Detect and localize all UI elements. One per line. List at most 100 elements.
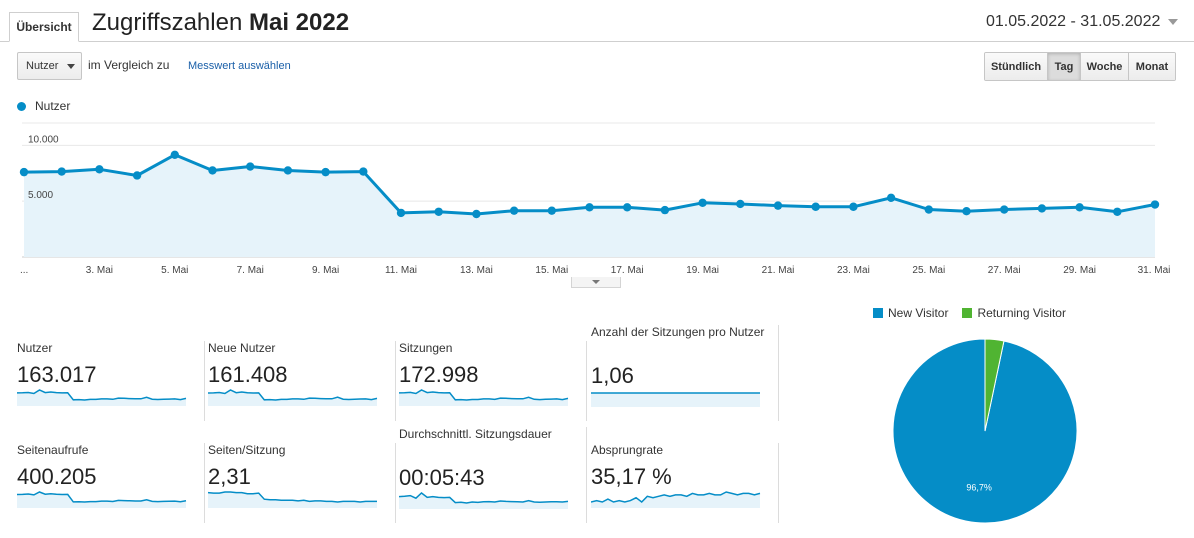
data-point[interactable] [547,206,556,215]
data-point[interactable] [246,162,255,171]
metric-card[interactable]: Seitenaufrufe 400.205 [17,443,205,523]
card-divider [586,427,587,523]
tab-ubersicht[interactable]: Übersicht [9,12,79,42]
metric-sparkline [17,491,187,508]
sparkline-area [591,492,760,508]
data-point[interactable] [321,167,330,177]
metric-sparkline [399,492,569,509]
x-tick-label: 23. Mai [837,265,870,276]
pie-legend-item-returning: Returning Visitor [962,306,1066,320]
data-point[interactable] [585,203,594,212]
chart-legend: Nutzer [17,99,70,113]
card-divider [395,443,396,523]
metric-card[interactable]: Nutzer 163.017 [17,341,205,421]
date-range-picker[interactable]: 01.05.2022 - 31.05.2022 [986,13,1179,31]
metric-sparkline [591,392,760,407]
data-point[interactable] [1000,205,1009,214]
metric-label: Sitzungen [399,341,453,355]
data-point[interactable] [962,207,971,216]
metric-sparkline [591,491,761,508]
compare-label: im Vergleich zu [88,58,170,72]
legend-swatch [17,101,26,111]
data-point[interactable] [1150,200,1160,209]
sparkline-area [591,393,760,407]
chart-collapse-handle[interactable] [571,277,621,288]
x-tick-label: 5. Mai [161,265,188,276]
metric-value: 00:05:43 [399,465,485,490]
metric-card[interactable]: Sitzungen 172.998 [399,341,587,421]
data-point[interactable] [509,206,519,215]
legend-swatch [873,308,883,318]
x-tick-label: 21. Mai [762,265,795,276]
visitor-type-pie-chart: 96,7% [892,338,1078,524]
data-point[interactable] [19,167,29,177]
metric-card[interactable]: Absprungrate 35,17 % [591,443,779,523]
data-point[interactable] [132,171,142,180]
pie-legend-label: New Visitor [888,306,949,320]
x-tick-label: 3. Mai [86,265,113,276]
sparkline-line [208,389,378,401]
granularity-toggle: Stündlich Tag Woche Monat [984,52,1176,81]
data-point[interactable] [886,193,896,203]
sparkline-line [591,491,761,503]
data-point[interactable] [849,202,858,211]
data-point[interactable] [359,167,368,176]
pie-slice-returning-visitor[interactable] [984,338,1005,432]
metric-card[interactable]: Durchschnittl. Sitzungsdauer 00:05:43 [399,427,587,523]
data-point[interactable] [811,202,820,211]
metric-select[interactable]: Nutzer [17,52,82,80]
data-point[interactable] [623,203,632,212]
data-point[interactable] [1075,203,1084,212]
metric-card[interactable]: Anzahl der Sitzungen pro Nutzer 1,06 [591,325,779,421]
metric-value: 400.205 [17,464,97,489]
data-point[interactable] [283,166,293,175]
sparkline-line [208,491,377,503]
data-point[interactable] [170,150,179,160]
granularity-month-button[interactable]: Monat [1129,53,1175,80]
card-divider [586,341,587,421]
series-area [24,154,1155,257]
sparkline-line [399,389,569,401]
sparkline-line [17,389,187,401]
x-tick-label: 25. Mai [912,265,945,276]
data-point[interactable] [434,207,443,216]
data-point[interactable] [57,167,66,176]
chevron-down-icon [67,64,75,69]
compare-metric-link[interactable]: Messwert auswählen [188,60,291,72]
x-tick-label: 11. Mai [385,265,417,276]
sparkline-line [399,492,569,504]
data-point[interactable] [660,205,670,215]
metric-select-value: Nutzer [26,60,59,72]
data-point[interactable] [773,201,783,210]
data-point[interactable] [95,165,104,174]
metric-label: Neue Nutzer [208,341,276,355]
data-point[interactable] [396,208,406,218]
data-point[interactable] [1113,207,1122,216]
pie-slice-label: 96,7% [966,483,992,493]
metric-card[interactable]: Neue Nutzer 161.408 [208,341,396,421]
y-tick-label: 5.000 [28,190,53,201]
sparkline-area [208,390,377,406]
granularity-day-button[interactable]: Tag [1048,53,1081,80]
data-point[interactable] [924,205,933,214]
data-point[interactable] [1037,204,1047,213]
x-tick-label: 29. Mai [1063,265,1096,276]
x-tick-label: 31. Mai [1138,265,1171,276]
sparkline-line [17,491,187,503]
x-tick-label: 7. Mai [237,265,264,276]
metric-value: 163.017 [17,362,97,387]
metric-label: Absprungrate [591,443,664,457]
data-point[interactable] [472,209,481,219]
pie-legend-label: Returning Visitor [977,306,1066,320]
data-point[interactable] [736,199,745,209]
granularity-week-button[interactable]: Woche [1081,53,1129,80]
metric-card[interactable]: Seiten/Sitzung 2,31 [208,443,396,523]
legend-swatch [962,308,973,318]
sparkline-area [399,390,568,406]
card-divider [778,325,779,421]
x-tick-label: 13. Mai [460,265,493,276]
granularity-hourly-button[interactable]: Stündlich [985,53,1048,80]
data-point[interactable] [698,198,707,208]
data-point[interactable] [208,166,217,175]
metric-sparkline [208,491,377,508]
